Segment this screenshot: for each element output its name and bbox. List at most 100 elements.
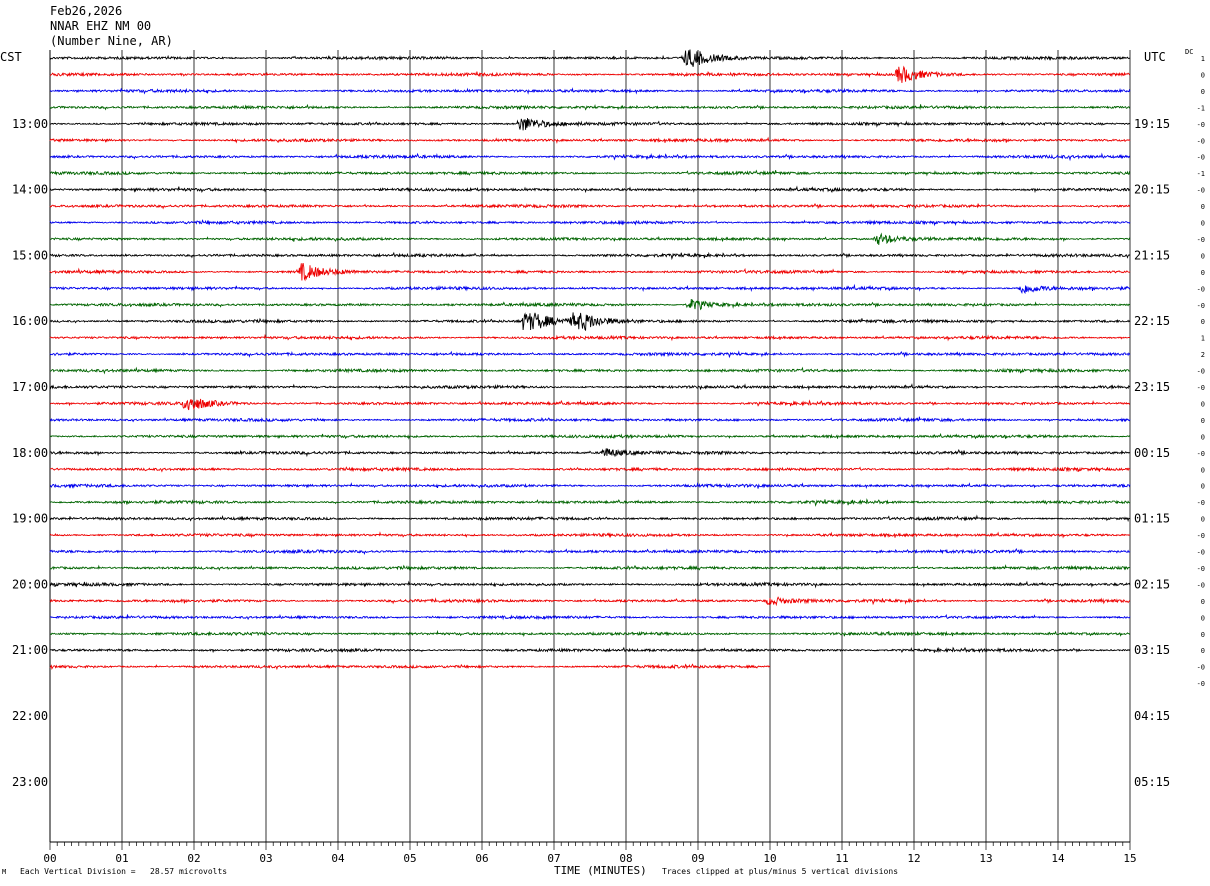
seismic-trace-row xyxy=(49,466,1131,473)
right-hour-label: 19:15 xyxy=(1134,117,1170,131)
dc-offset-value: 0 xyxy=(1201,71,1205,79)
seismic-trace-row xyxy=(49,383,1131,391)
dc-offset-value: 0 xyxy=(1201,598,1205,606)
seismic-trace-row xyxy=(49,596,1131,607)
right-hour-label: 04:15 xyxy=(1134,709,1170,723)
seismic-trace-row xyxy=(49,251,1131,261)
dc-offset-value: -0 xyxy=(1197,532,1205,540)
dc-offset-value: -0 xyxy=(1197,565,1205,573)
seismic-trace-row xyxy=(49,646,1131,654)
seismic-trace-row xyxy=(49,262,1131,282)
x-tick-label: 11 xyxy=(835,852,848,865)
dc-offset-value: 0 xyxy=(1201,400,1205,408)
dc-offset-value: 0 xyxy=(1201,203,1205,211)
left-hour-label: 19:00 xyxy=(12,512,48,526)
seismic-trace-row xyxy=(49,152,1131,162)
x-tick-label: 14 xyxy=(1051,852,1065,865)
dc-offset-value: 0 xyxy=(1201,220,1205,228)
x-axis-title: TIME (MINUTES) xyxy=(554,864,647,877)
dc-offset-value: 0 xyxy=(1201,417,1205,425)
left-hour-label: 20:00 xyxy=(12,577,48,591)
seismic-trace-row xyxy=(49,580,1131,589)
vertical-division-note: Each Vertical Division = 28.57 microvolt… xyxy=(20,867,228,876)
x-tick-label: 01 xyxy=(115,852,128,865)
right-hour-label: 03:15 xyxy=(1134,643,1170,657)
dc-offset-value: -0 xyxy=(1197,664,1205,672)
dc-offset-value: -0 xyxy=(1197,302,1205,310)
seismic-trace-row xyxy=(49,136,1131,145)
dc-offset-value: 0 xyxy=(1201,466,1205,474)
x-tick-label: 13 xyxy=(979,852,992,865)
dc-offset-value: 0 xyxy=(1201,269,1205,277)
right-hour-label: 00:15 xyxy=(1134,446,1170,460)
seismic-trace-row xyxy=(49,203,1131,210)
seismic-traces xyxy=(49,49,1131,671)
seismic-trace-row xyxy=(50,482,1131,490)
seismic-trace-row xyxy=(49,283,1131,295)
dc-offset-value: 0 xyxy=(1201,647,1205,655)
seismic-trace-row xyxy=(49,333,1131,342)
clipping-note: Traces clipped at plus/minus 5 vertical … xyxy=(662,867,899,876)
dc-offset-value: -0 xyxy=(1197,236,1205,244)
x-tick-label: 07 xyxy=(547,852,560,865)
x-tick-label: 02 xyxy=(187,852,200,865)
seismic-trace-row xyxy=(49,663,771,671)
dc-offset-value: 0 xyxy=(1201,88,1205,96)
dc-offset-value: -0 xyxy=(1197,581,1205,589)
dc-offset-value: 0 xyxy=(1201,631,1205,639)
dc-offset-value: -0 xyxy=(1197,121,1205,129)
seismic-trace-row xyxy=(49,366,1131,375)
right-hour-label: 02:15 xyxy=(1134,577,1170,591)
right-hour-label: 20:15 xyxy=(1134,183,1170,197)
left-hour-label: 18:00 xyxy=(12,446,48,460)
seismic-trace-row xyxy=(49,498,1131,507)
left-hour-label: 14:00 xyxy=(12,183,48,197)
x-tick-label: 05 xyxy=(403,852,416,865)
seismic-trace-row xyxy=(49,398,1131,411)
seismic-trace-row xyxy=(49,232,1131,245)
seismic-trace-row xyxy=(49,87,1131,95)
x-tick-label: 06 xyxy=(475,852,488,865)
dc-offset-value: -0 xyxy=(1197,285,1205,293)
left-hour-label: 21:00 xyxy=(12,643,48,657)
dc-offset-value: 0 xyxy=(1201,318,1205,326)
seismic-trace-row xyxy=(49,169,1131,177)
axis-labels: 00 01 02 03 04 05 06 07 08 09 10 11 12 13 14 1513:0014:… xyxy=(12,55,1205,865)
seismic-trace-row xyxy=(49,564,1131,572)
x-tick-label: 08 xyxy=(619,852,632,865)
right-hour-label: 01:15 xyxy=(1134,512,1170,526)
x-tick-label: 12 xyxy=(907,852,920,865)
dc-offset-value: -0 xyxy=(1197,154,1205,162)
seismic-trace-row xyxy=(49,219,1131,227)
dc-offset-value: 0 xyxy=(1201,516,1205,524)
right-hour-label: 23:15 xyxy=(1134,380,1170,394)
left-hour-label: 13:00 xyxy=(12,117,48,131)
dc-offset-value: -0 xyxy=(1197,499,1205,507)
x-tick-label: 03 xyxy=(259,852,272,865)
dc-offset-label: DC xyxy=(1185,48,1194,56)
dc-offset-value: 1 xyxy=(1201,335,1205,343)
chart-date: Feb26,2026 xyxy=(50,4,123,18)
seismic-trace-row xyxy=(49,49,1131,67)
x-tick-label: 10 xyxy=(763,852,776,865)
seismic-trace-row xyxy=(49,613,1131,621)
right-hour-label: 05:15 xyxy=(1134,775,1170,789)
right-timezone-label: UTC xyxy=(1144,50,1166,64)
seismic-trace-row xyxy=(49,432,1131,440)
dc-offset-value: -0 xyxy=(1197,384,1205,392)
dc-offset-value: -0 xyxy=(1197,137,1205,145)
station-code: NNAR EHZ NM 00 xyxy=(50,19,152,33)
x-tick-label: 09 xyxy=(691,852,704,865)
dc-offset-value: -0 xyxy=(1197,680,1205,688)
left-hour-label: 22:00 xyxy=(12,709,48,723)
x-tick-label: 04 xyxy=(331,852,345,865)
station-location: (Number Nine, AR) xyxy=(50,34,173,48)
left-hour-label: 23:00 xyxy=(12,775,48,789)
seismic-trace-row xyxy=(49,185,1131,194)
seismic-trace-row xyxy=(49,298,1131,311)
left-hour-label: 15:00 xyxy=(12,248,48,262)
seismic-trace-row xyxy=(49,448,1131,458)
seismic-trace-row xyxy=(49,547,1131,556)
dc-offset-value: 0 xyxy=(1201,433,1205,441)
